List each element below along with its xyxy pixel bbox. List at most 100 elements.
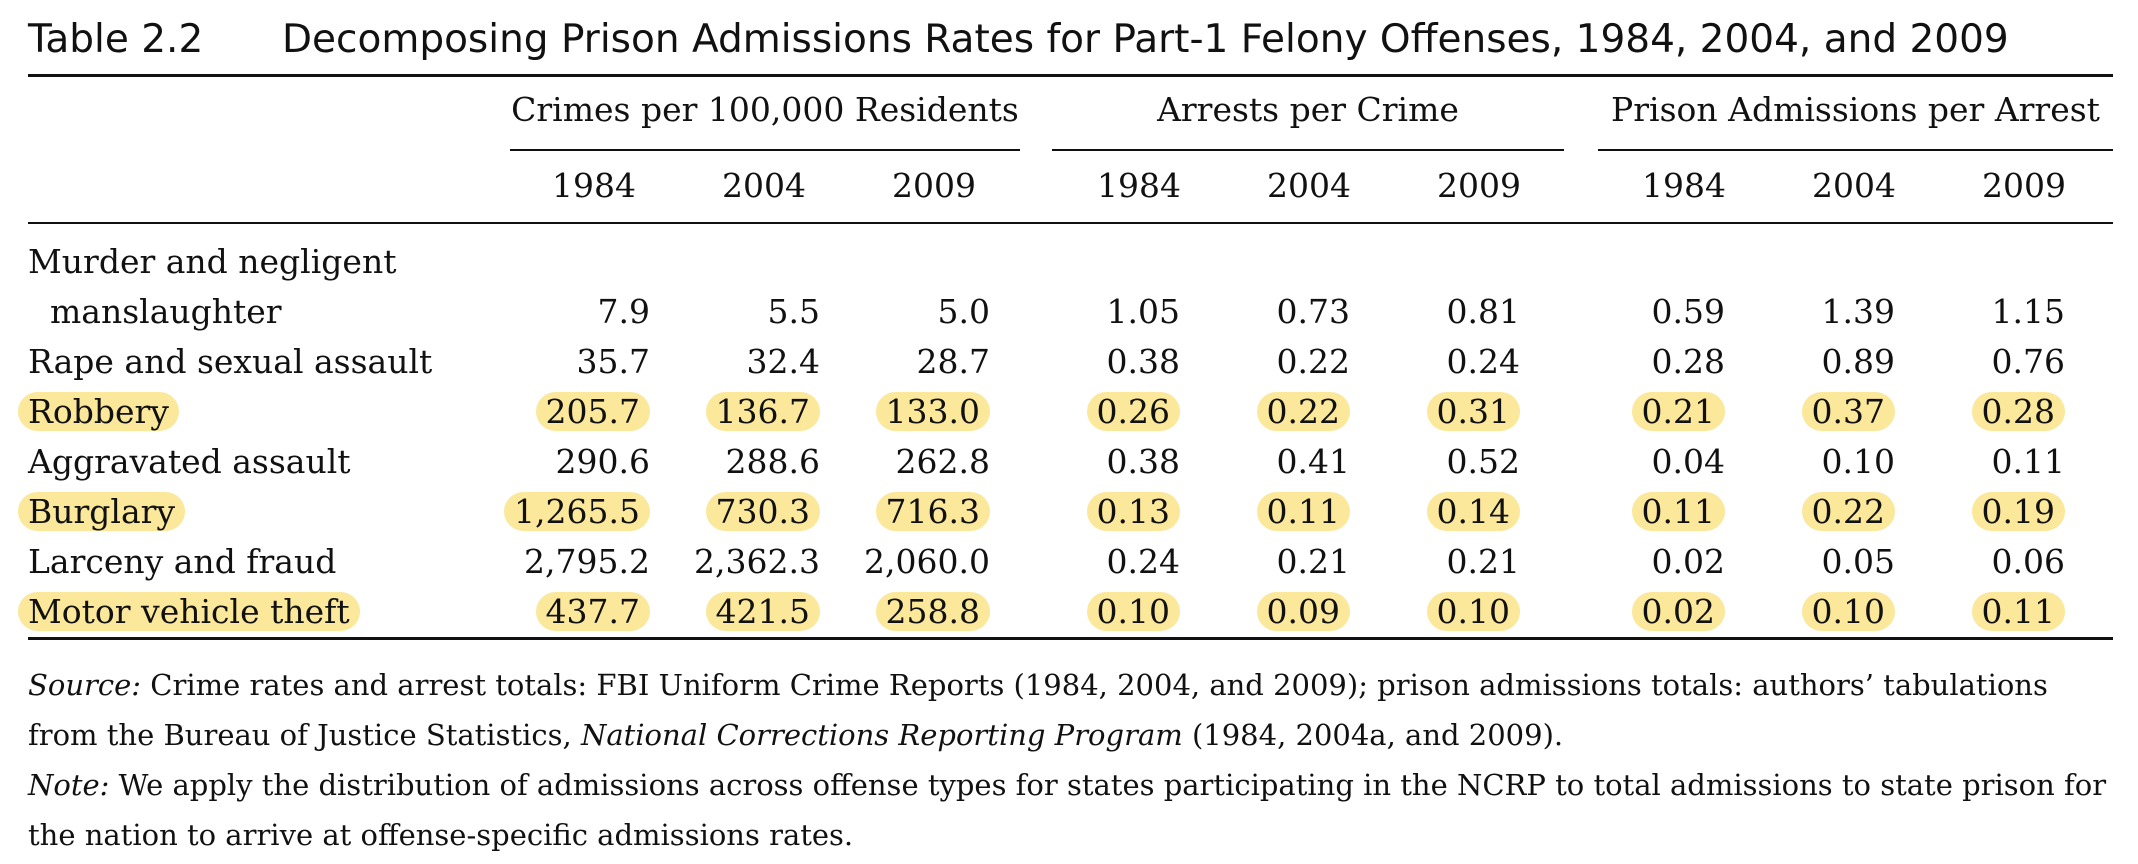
cell-value: 0.10 — [1801, 592, 1895, 631]
cell-value: 0.11 — [1631, 492, 1725, 531]
note-label: Note: — [28, 768, 110, 802]
top-rule — [28, 74, 2113, 77]
cell-value: 1.39 — [1821, 292, 1895, 331]
group-header-admissions: Prison Admissions per Arrest — [1611, 90, 2100, 129]
table-cell: 0.41 — [1150, 440, 1350, 484]
table-cell: 0.26 — [980, 390, 1180, 434]
cell-value: 262.8 — [895, 442, 990, 481]
table-cell: 0.52 — [1320, 440, 1520, 484]
table-cell: 0.05 — [1695, 540, 1895, 584]
table-notes: Source: Crime rates and arrest totals: F… — [28, 660, 2113, 860]
cell-value: 0.21 — [1276, 542, 1350, 581]
table-cell: 5.0 — [790, 290, 990, 334]
cell-value: 730.3 — [705, 492, 820, 531]
group-rule-crimes — [510, 149, 1020, 151]
table-cell: 421.5 — [620, 590, 820, 634]
table-title: Table 2.2 Decomposing Prison Admissions … — [28, 14, 2009, 64]
cell-value: 0.26 — [1086, 392, 1180, 431]
method-note: Note: We apply the distribution of admis… — [28, 760, 2113, 860]
cell-value: 0.24 — [1106, 542, 1180, 581]
cell-value: 0.02 — [1651, 542, 1725, 581]
table-cell: 1.05 — [980, 290, 1180, 334]
header-rule — [28, 222, 2113, 224]
table-cell: 0.38 — [980, 340, 1180, 384]
table-cell: 0.22 — [1150, 390, 1350, 434]
table-cell: 0.22 — [1695, 490, 1895, 534]
table-cell: 0.06 — [1865, 540, 2065, 584]
row-label: Rape and sexual assault — [28, 340, 432, 384]
row-label-text: Robbery — [18, 392, 179, 431]
table-cell: 0.22 — [1150, 340, 1350, 384]
table-cell: 0.10 — [980, 590, 1180, 634]
row-label-text: Motor vehicle theft — [18, 592, 360, 631]
group-header-arrests: Arrests per Crime — [1157, 90, 1459, 129]
table-cell: 2,060.0 — [790, 540, 990, 584]
cell-value: 0.02 — [1631, 592, 1725, 631]
cell-value: 0.06 — [1991, 542, 2065, 581]
cell-value: 0.11 — [1256, 492, 1350, 531]
cell-value: 0.19 — [1971, 492, 2065, 531]
cell-value: 258.8 — [875, 592, 990, 631]
cell-value: 28.7 — [916, 342, 990, 381]
table-cell: 0.11 — [1865, 440, 2065, 484]
table-cell: 0.11 — [1525, 490, 1725, 534]
cell-value: 32.4 — [746, 342, 820, 381]
table-cell: 0.37 — [1695, 390, 1895, 434]
cell-value: 0.24 — [1446, 342, 1520, 381]
table-cell: 0.28 — [1865, 390, 2065, 434]
cell-value: 0.41 — [1276, 442, 1350, 481]
cell-value: 1.05 — [1106, 292, 1180, 331]
table-cell: 1.15 — [1865, 290, 2065, 334]
table-cell: 136.7 — [620, 390, 820, 434]
table-cell: 0.13 — [980, 490, 1180, 534]
cell-value: 0.76 — [1991, 342, 2065, 381]
cell-value: 0.14 — [1426, 492, 1520, 531]
table-cell: 0.59 — [1525, 290, 1725, 334]
cell-value: 0.13 — [1086, 492, 1180, 531]
table-cell: 0.38 — [980, 440, 1180, 484]
cell-value: 5.5 — [767, 292, 820, 331]
table-cell: 28.7 — [790, 340, 990, 384]
cell-value: 0.59 — [1651, 292, 1725, 331]
year-header: 1984 — [1642, 166, 1726, 205]
table-cell: 5.5 — [620, 290, 820, 334]
cell-value: 0.11 — [1971, 592, 2065, 631]
table-cell: 0.73 — [1150, 290, 1350, 334]
source-note: Source: Crime rates and arrest totals: F… — [28, 660, 2113, 760]
table-cell: 0.19 — [1865, 490, 2065, 534]
year-header: 2009 — [892, 166, 976, 205]
year-header: 2004 — [1267, 166, 1351, 205]
cell-value: 716.3 — [875, 492, 990, 531]
table-cell: 2,795.2 — [450, 540, 650, 584]
table-cell: 730.3 — [620, 490, 820, 534]
cell-value: 437.7 — [535, 592, 650, 631]
cell-value: 0.89 — [1821, 342, 1895, 381]
cell-value: 0.38 — [1106, 342, 1180, 381]
group-rule-arrests — [1052, 149, 1564, 151]
cell-value: 0.28 — [1651, 342, 1725, 381]
cell-value: 0.52 — [1446, 442, 1520, 481]
row-label: Larceny and fraud — [28, 540, 336, 584]
table-number: Table 2.2 — [28, 16, 204, 62]
row-label: Murder and negligent — [28, 242, 397, 281]
cell-value: 0.81 — [1446, 292, 1520, 331]
table-caption: Decomposing Prison Admissions Rates for … — [282, 16, 2009, 62]
row-label: Burglary — [18, 490, 186, 534]
cell-value: 0.31 — [1426, 392, 1520, 431]
table-cell: 716.3 — [790, 490, 990, 534]
table-cell: 0.21 — [1525, 390, 1725, 434]
table-cell: 0.11 — [1150, 490, 1350, 534]
row-label: Aggravated assault — [28, 440, 351, 484]
cell-value: 0.10 — [1426, 592, 1520, 631]
row-label-continued: manslaughter — [50, 292, 282, 331]
table-cell: 0.02 — [1525, 590, 1725, 634]
table-cell: 0.10 — [1320, 590, 1520, 634]
cell-value: 421.5 — [705, 592, 820, 631]
row-label-text: Aggravated assault — [28, 442, 351, 481]
year-header: 1984 — [552, 166, 636, 205]
cell-value: 0.10 — [1821, 442, 1895, 481]
year-header: 2004 — [722, 166, 806, 205]
cell-value: 35.7 — [576, 342, 650, 381]
cell-value: 0.11 — [1991, 442, 2065, 481]
